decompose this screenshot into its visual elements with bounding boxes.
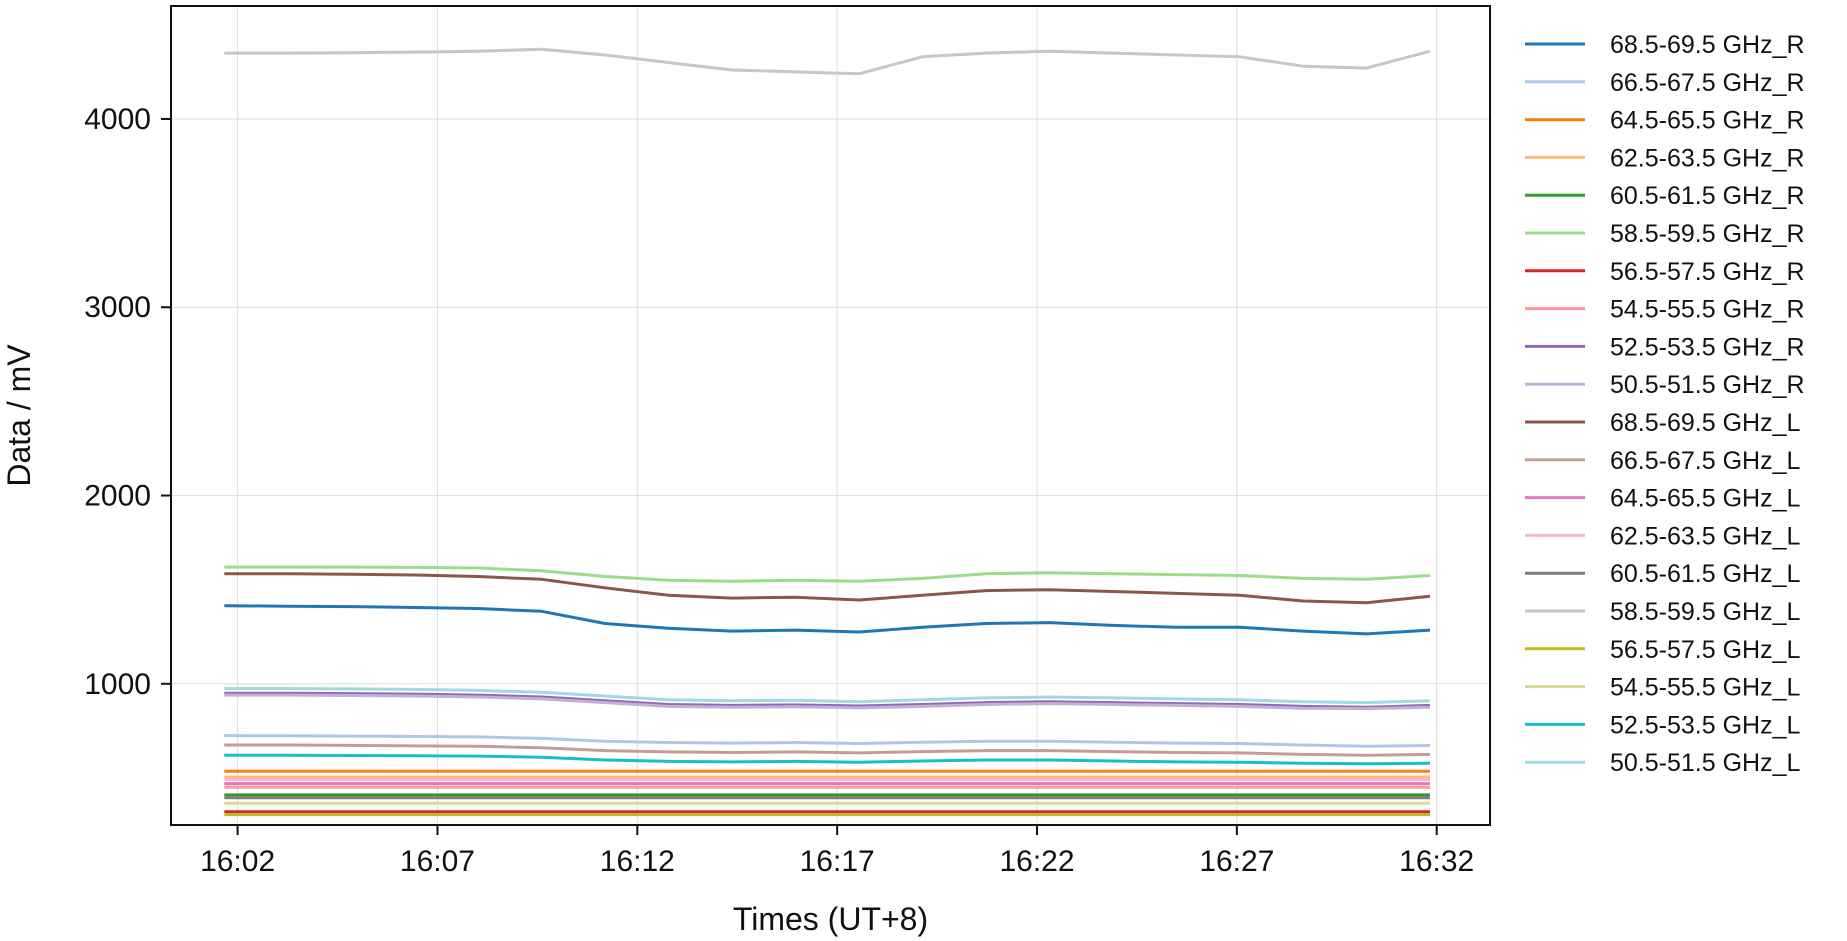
legend-label: 62.5-63.5 GHz_R [1610,144,1805,172]
legend-label: 50.5-51.5 GHz_L [1610,749,1800,777]
legend-item: 68.5-69.5 GHz_L [1525,409,1800,437]
series-line-58-5-59-5-ghz-r [224,565,1431,583]
x-axis-title: Times (UT+8) [733,901,928,937]
legend-label: 64.5-65.5 GHz_R [1610,107,1805,135]
legend-item: 62.5-63.5 GHz_R [1525,144,1805,172]
x-tick-label: 16:12 [600,845,675,878]
series-lines [224,47,1431,817]
legend-item: 50.5-51.5 GHz_L [1525,749,1800,777]
y-tick-label: 4000 [84,103,151,136]
x-axis-ticks: 16:02 16:07 16:12 16:17 16:22 16:27 16:32 [200,825,1474,878]
legend-label: 66.5-67.5 GHz_R [1610,69,1805,97]
x-tick-label: 16:07 [400,845,475,878]
series-line-66-5-67-5-ghz-l [224,743,1431,757]
legend-item: 60.5-61.5 GHz_R [1525,182,1805,210]
x-tick-label: 16:27 [1199,845,1274,878]
x-tick-label: 16:22 [999,845,1074,878]
legend-label: 52.5-53.5 GHz_L [1610,711,1800,739]
x-tick-label: 16:02 [200,845,275,878]
legend-label: 50.5-51.5 GHz_R [1610,371,1805,399]
legend-item: 54.5-55.5 GHz_R [1525,296,1805,324]
series-line-50-5-51-5-ghz-r [224,693,1431,711]
legend: 68.5-69.5 GHz_R 66.5-67.5 GHz_R 64.5-65.5 … [1525,31,1805,777]
series-line-68-5-69-5-ghz-l [224,572,1431,605]
series-line-52-5-53-5-ghz-r [224,691,1431,709]
legend-label: 52.5-53.5 GHz_R [1610,333,1805,361]
legend-label: 60.5-61.5 GHz_R [1610,182,1805,210]
grid [171,6,1490,825]
legend-item: 60.5-61.5 GHz_L [1525,560,1800,588]
legend-item: 58.5-59.5 GHz_R [1525,220,1805,248]
legend-item: 64.5-65.5 GHz_L [1525,485,1800,513]
legend-item: 62.5-63.5 GHz_L [1525,522,1800,550]
legend-label: 66.5-67.5 GHz_L [1610,447,1800,475]
y-tick-label: 1000 [84,668,151,701]
legend-item: 56.5-57.5 GHz_R [1525,258,1805,286]
legend-label: 56.5-57.5 GHz_L [1610,636,1800,664]
x-tick-label: 16:17 [800,845,875,878]
legend-label: 54.5-55.5 GHz_R [1610,296,1805,324]
y-axis-title: Data / mV [1,344,37,487]
y-tick-label: 3000 [84,291,151,324]
series-line-68-5-69-5-ghz-r [224,604,1431,636]
legend-label: 68.5-69.5 GHz_R [1610,31,1805,59]
legend-label: 54.5-55.5 GHz_L [1610,674,1800,702]
legend-label: 58.5-59.5 GHz_L [1610,598,1800,626]
series-line-58-5-59-5-ghz-l [224,47,1431,76]
legend-item: 52.5-53.5 GHz_L [1525,711,1800,739]
legend-label: 68.5-69.5 GHz_L [1610,409,1800,437]
series-line-66-5-67-5-ghz-r [224,734,1431,748]
legend-item: 58.5-59.5 GHz_L [1525,598,1800,626]
y-tick-label: 2000 [84,480,151,513]
series-line-52-5-53-5-ghz-l [224,753,1431,766]
legend-item: 66.5-67.5 GHz_R [1525,69,1805,97]
legend-label: 58.5-59.5 GHz_R [1610,220,1805,248]
y-axis-ticks: 1000 2000 3000 4000 [84,103,171,701]
legend-item: 64.5-65.5 GHz_R [1525,107,1805,135]
legend-item: 54.5-55.5 GHz_L [1525,674,1800,702]
legend-label: 64.5-65.5 GHz_L [1610,485,1800,513]
plot-frame [170,5,1491,826]
series-line-50-5-51-5-ghz-l [224,687,1431,705]
legend-item: 50.5-51.5 GHz_R [1525,371,1805,399]
legend-item: 56.5-57.5 GHz_L [1525,636,1800,664]
legend-item: 66.5-67.5 GHz_L [1525,447,1800,475]
legend-label: 62.5-63.5 GHz_L [1610,522,1800,550]
x-tick-label: 16:32 [1399,845,1474,878]
legend-label: 60.5-61.5 GHz_L [1610,560,1800,588]
legend-item: 68.5-69.5 GHz_R [1525,31,1805,59]
legend-item: 52.5-53.5 GHz_R [1525,333,1805,361]
legend-label: 56.5-57.5 GHz_R [1610,258,1805,286]
